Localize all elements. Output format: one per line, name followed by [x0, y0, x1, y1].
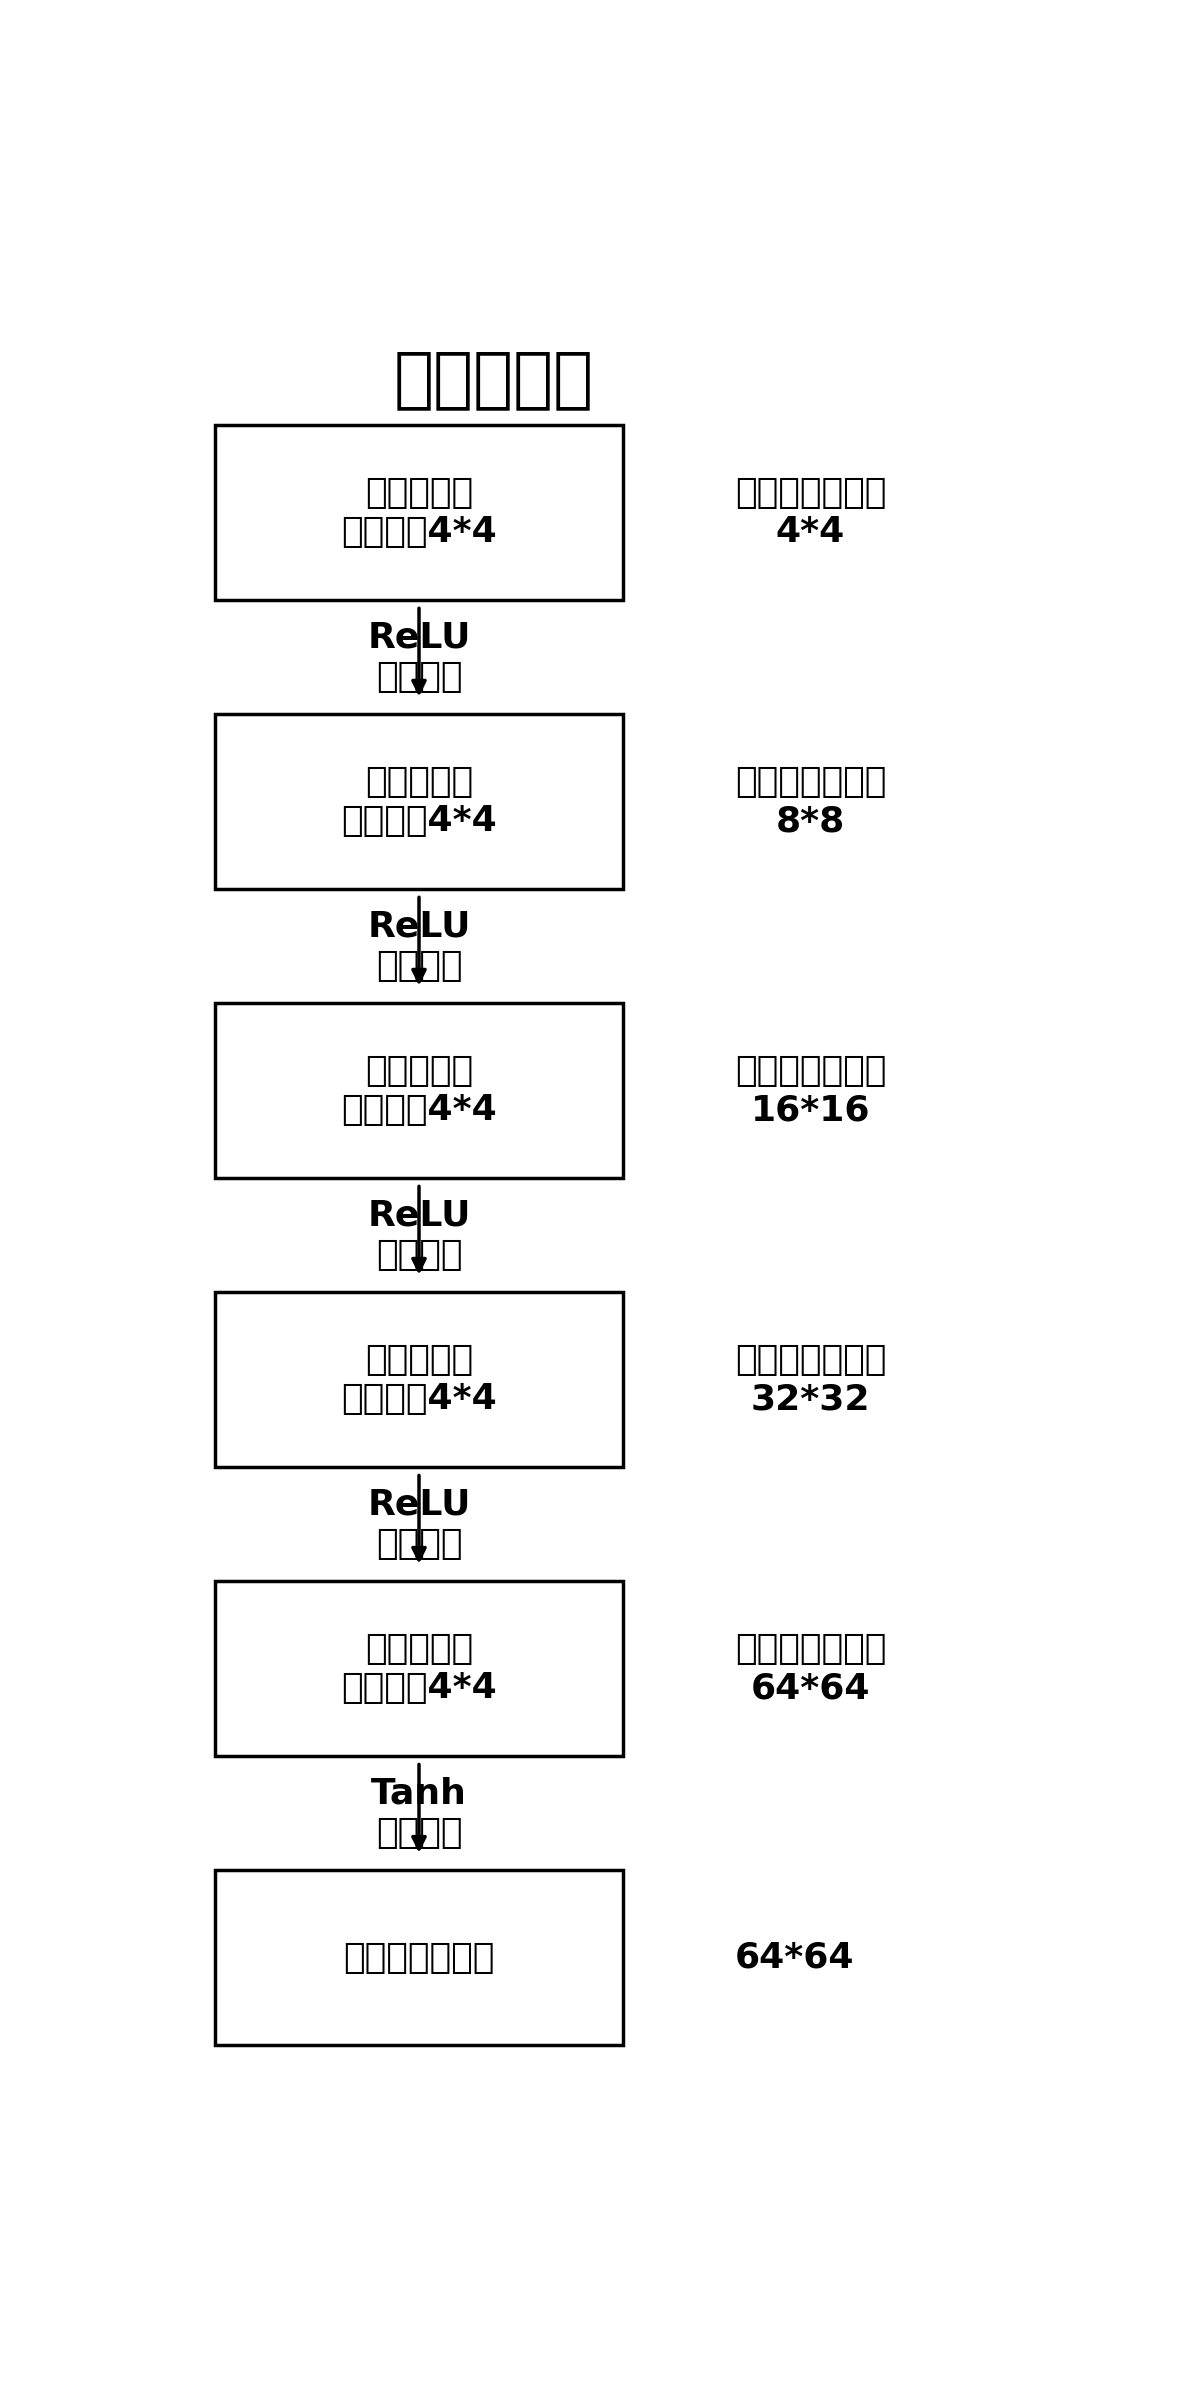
Text: 转置卷积层
卷积核：4*4: 转置卷积层 卷积核：4*4 [341, 476, 497, 550]
Bar [214, 1870, 623, 2044]
Text: ReLU
激活函数: ReLU 激活函数 [368, 1487, 471, 1561]
Text: 特征图数据输出: 特征图数据输出 [344, 1941, 495, 1975]
Text: 特征图数据尺寸
32*32: 特征图数据尺寸 32*32 [734, 1344, 887, 1415]
Text: Tanh
激活函数: Tanh 激活函数 [371, 1777, 467, 1851]
Text: ReLU
激活函数: ReLU 激活函数 [368, 619, 471, 693]
Text: ReLU
激活函数: ReLU 激活函数 [368, 909, 471, 983]
Bar [214, 1580, 623, 1755]
Text: 转置卷积层
卷积核：4*4: 转置卷积层 卷积核：4*4 [341, 1054, 497, 1126]
Text: 特征图数据尺寸
64*64: 特征图数据尺寸 64*64 [734, 1633, 887, 1705]
Bar [214, 1004, 623, 1179]
Text: 转置卷积层
卷积核：4*4: 转置卷积层 卷积核：4*4 [341, 1633, 497, 1705]
Text: 转置卷积层
卷积核：4*4: 转置卷积层 卷积核：4*4 [341, 765, 497, 839]
Text: 生成器模块: 生成器模块 [393, 347, 593, 411]
Text: 特征图数据尺寸
4*4: 特征图数据尺寸 4*4 [734, 476, 887, 550]
Text: 特征图数据尺寸
8*8: 特征图数据尺寸 8*8 [734, 765, 887, 839]
Text: 特征图数据尺寸
16*16: 特征图数据尺寸 16*16 [734, 1054, 887, 1126]
Text: 64*64: 64*64 [734, 1941, 854, 1975]
Bar [214, 715, 623, 889]
Bar [214, 426, 623, 600]
Text: 转置卷积层
卷积核：4*4: 转置卷积层 卷积核：4*4 [341, 1344, 497, 1415]
Text: ReLU
激活函数: ReLU 激活函数 [368, 1198, 471, 1272]
Bar [214, 1291, 623, 1468]
